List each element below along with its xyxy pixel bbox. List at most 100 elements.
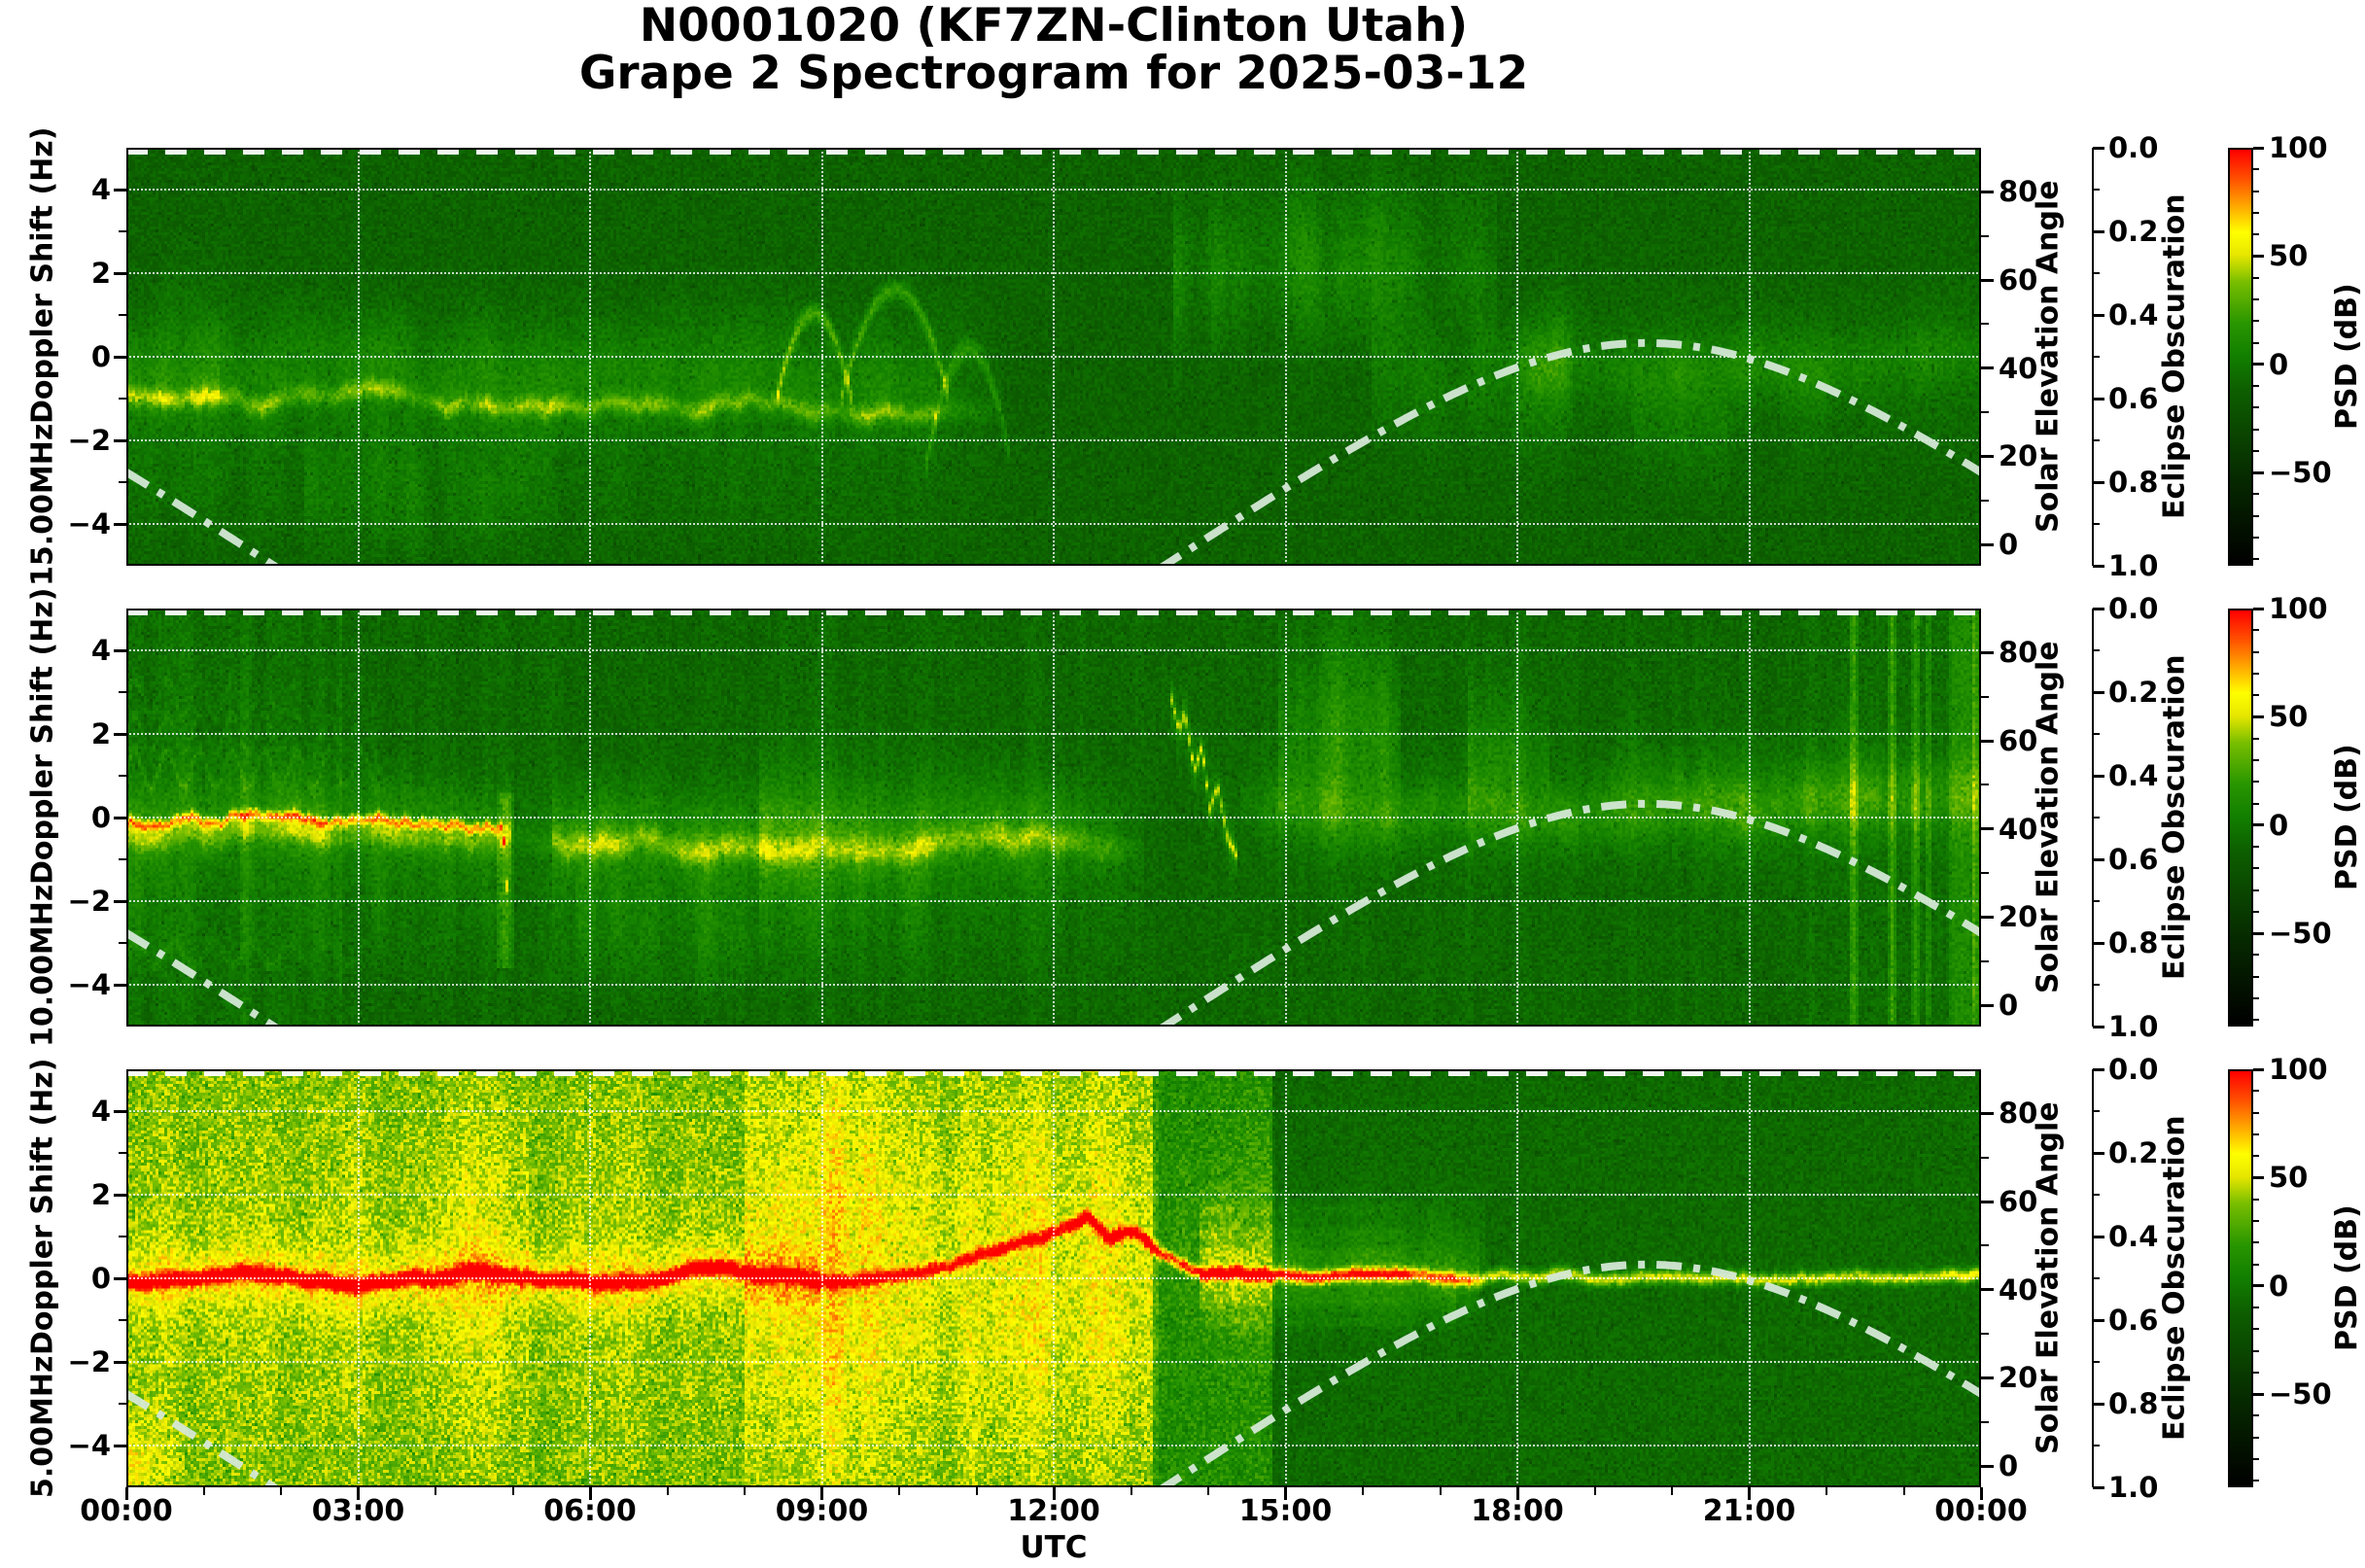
solar-minor-tick <box>1981 323 1989 326</box>
colorbar-minor-tick <box>2253 1263 2259 1266</box>
solar-minor-tick <box>1981 695 1989 698</box>
x-tick <box>357 1487 360 1500</box>
solar-tick <box>1981 1111 1994 1115</box>
solar-tick-label: 0 <box>1999 989 2019 1022</box>
x-tick-label: 15:00 <box>1238 1494 1333 1528</box>
colorbar-minor-tick <box>2253 1371 2259 1374</box>
colorbar-minor-tick <box>2253 1219 2259 1222</box>
colorbar-minor-tick <box>2253 1241 2259 1244</box>
v-gridline <box>1053 1069 1055 1487</box>
eclipse-tick <box>2093 1485 2104 1489</box>
y-tick-label: 2 <box>90 257 111 290</box>
y-tick <box>114 983 126 987</box>
y-minor-tick <box>119 398 126 400</box>
y-tick-label: 0 <box>90 340 111 373</box>
x-tick <box>1284 1487 1287 1500</box>
y-tick <box>114 355 126 359</box>
colorbar-minor-tick <box>2253 910 2259 913</box>
solar-tick-label: 60 <box>1999 1185 2038 1218</box>
eclipse-minor-tick <box>2093 356 2100 358</box>
eclipse-tick-label: 0.8 <box>2108 1387 2159 1420</box>
colorbar-tick <box>2253 931 2264 935</box>
solar-axis-label: Solar Elevation Angle <box>2031 641 2066 994</box>
eclipse-minor-tick <box>2093 1194 2100 1196</box>
solar-minor-tick <box>1981 234 1989 237</box>
eclipse-tick <box>2093 857 2104 861</box>
solar-tick <box>1981 827 1994 831</box>
x-minor-tick <box>744 1487 746 1495</box>
y-tick-label: 0 <box>90 801 111 834</box>
colorbar-minor-tick <box>2253 1198 2259 1201</box>
eclipse-tick-label: 0.8 <box>2108 926 2159 959</box>
x-minor-tick <box>1207 1487 1209 1495</box>
x-minor-tick <box>1439 1487 1442 1495</box>
psd-colorbar <box>2228 1069 2253 1487</box>
y-tick <box>114 438 126 442</box>
eclipse-tick-label: 0.0 <box>2108 592 2159 625</box>
eclipse-obscuration-line <box>126 150 1981 155</box>
y-minor-tick <box>119 314 126 316</box>
y-tick <box>114 188 126 192</box>
colorbar-minor-tick <box>2253 449 2259 452</box>
y-tick <box>114 522 126 526</box>
psd-colorbar <box>2228 609 2253 1027</box>
x-tick-label: 00:00 <box>1934 1494 2028 1528</box>
eclipse-tick <box>2093 1025 2104 1028</box>
v-gridline <box>1284 1069 1287 1487</box>
solar-tick <box>1981 1003 1994 1007</box>
y-tick-label: 2 <box>90 1178 111 1211</box>
v-gridline <box>589 609 591 1027</box>
solar-elevation-curve <box>126 338 1981 566</box>
solar-tick-label: 0 <box>1999 528 2019 561</box>
eclipse-tick <box>2093 690 2104 694</box>
eclipse-tick-label: 0.0 <box>2108 1053 2159 1086</box>
eclipse-tick <box>2093 146 2104 150</box>
solar-elevation-curve <box>126 1260 1981 1487</box>
x-minor-tick <box>435 1487 436 1495</box>
y-minor-tick <box>119 1319 126 1321</box>
x-axis-label: UTC <box>1020 1530 1088 1565</box>
eclipse-tick-label: 0.2 <box>2108 1136 2159 1169</box>
colorbar-tick <box>2253 1284 2264 1288</box>
solar-tick <box>1981 366 1994 370</box>
v-gridline <box>820 1069 823 1487</box>
eclipse-minor-tick <box>2093 984 2100 986</box>
doppler-axis-label-freq: 10.00MHz <box>25 885 60 1048</box>
eclipse-axis-label: Eclipse Obscuration <box>2157 1115 2192 1442</box>
x-tick <box>124 1487 128 1500</box>
colorbar-minor-tick <box>2253 1328 2259 1331</box>
doppler-axis-label-freq: 5.00MHz <box>25 1355 60 1498</box>
panel-border <box>126 1069 1981 1487</box>
v-gridline <box>589 1069 591 1487</box>
doppler-axis-label-text: Doppler Shift (Hz) <box>25 126 60 425</box>
eclipse-tick <box>2093 607 2104 610</box>
colorbar-tick <box>2253 1392 2264 1396</box>
eclipse-tick-label: 1.0 <box>2108 549 2159 582</box>
solar-minor-tick <box>1981 872 1989 874</box>
x-tick <box>588 1487 592 1500</box>
v-gridline <box>1516 1069 1518 1487</box>
v-gridline <box>357 148 360 566</box>
psd-axis-label: PSD (dB) <box>2330 1204 2364 1352</box>
x-minor-tick <box>1130 1487 1132 1495</box>
solar-minor-tick <box>1981 499 1989 502</box>
eclipse-minor-tick <box>2093 649 2100 651</box>
solar-tick <box>1981 1376 1994 1379</box>
colorbar-tick-label: −50 <box>2269 456 2332 490</box>
colorbar-tick-label: 50 <box>2269 1161 2309 1195</box>
colorbar-tick <box>2253 1067 2264 1071</box>
y-tick <box>114 1193 126 1197</box>
solar-tick-label: 20 <box>1999 439 2038 473</box>
solar-minor-tick <box>1981 784 1989 786</box>
eclipse-tick-label: 0.4 <box>2108 298 2159 331</box>
eclipse-minor-tick <box>2093 523 2100 525</box>
solar-tick <box>1981 190 1994 193</box>
y-tick <box>114 732 126 736</box>
y-tick-label: 4 <box>90 1095 111 1128</box>
doppler-axis-label: 5.00MHz Doppler Shift (Hz) <box>4 1059 82 1498</box>
colorbar-minor-tick <box>2253 233 2259 236</box>
solar-tick-label: 20 <box>1999 900 2038 934</box>
solar-tick-label: 60 <box>1999 263 2038 296</box>
colorbar-minor-tick <box>2253 1111 2259 1114</box>
